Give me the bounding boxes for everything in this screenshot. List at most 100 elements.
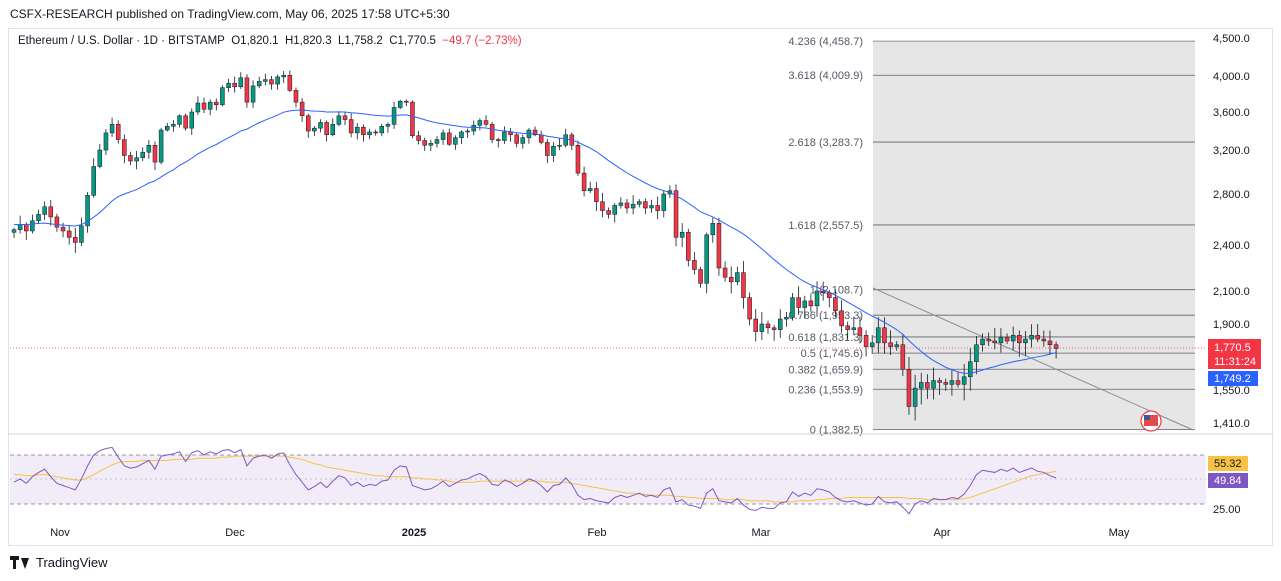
candle-body <box>348 119 354 134</box>
candle-body <box>735 272 740 283</box>
tradingview-logo-icon <box>10 556 30 569</box>
candle-body <box>1004 336 1010 342</box>
candle-body <box>1017 335 1022 344</box>
rsi-line <box>13 446 1057 515</box>
candle-body <box>980 338 985 345</box>
candle-body <box>545 142 550 156</box>
candle-body <box>410 101 415 136</box>
change-value: −49.7 (−2.73%) <box>442 35 522 47</box>
candle-body <box>845 325 850 330</box>
candle-body <box>1053 344 1059 349</box>
fib-level-label: 0.382 (1,659.9) <box>788 364 863 376</box>
candle-body <box>244 77 250 103</box>
candle-body <box>618 202 624 206</box>
time-tick-label: Mar <box>752 527 771 539</box>
candle-body <box>79 225 84 243</box>
candle-body <box>281 74 286 78</box>
candle-body <box>201 102 207 110</box>
candle-body <box>869 342 875 347</box>
candle-body <box>367 131 372 136</box>
rsi-badge <box>1208 473 1248 488</box>
candle-body <box>906 369 912 407</box>
candle-body <box>342 115 348 120</box>
candle-body <box>912 387 918 407</box>
last-price-badge <box>1208 339 1261 369</box>
candle-body <box>1035 335 1040 340</box>
price-tick-label: 4,500.0 <box>1213 33 1250 45</box>
candle-body <box>655 205 660 211</box>
candle-body <box>330 124 336 136</box>
fib-level-label: 4.236 (4,458.7) <box>788 36 863 48</box>
ma-price-badge <box>1208 371 1258 386</box>
candle-body <box>974 344 979 362</box>
brand-text: TradingView <box>36 555 108 570</box>
candle-body <box>434 139 440 144</box>
candle-body <box>992 340 998 344</box>
candle-body <box>643 201 648 209</box>
candle-body <box>722 267 728 278</box>
candle-body <box>900 344 906 370</box>
candle-body <box>109 124 115 134</box>
candle-body <box>275 76 280 85</box>
candle-body <box>60 226 66 232</box>
candle-body <box>207 101 213 110</box>
candle-body <box>336 115 342 125</box>
candle-body <box>428 143 434 146</box>
flag-marker[interactable] <box>1140 410 1162 432</box>
candle-body <box>312 127 317 132</box>
candle-body <box>502 131 507 141</box>
candle-body <box>165 126 170 131</box>
symbol-title[interactable]: Ethereum / U.S. Dollar · 1D · BITSTAMP <box>18 35 225 47</box>
candle-body <box>416 135 421 141</box>
candle-body <box>453 137 458 145</box>
price-tick-label: 1,900.0 <box>1213 319 1250 331</box>
candle-body <box>949 380 955 385</box>
trend-line[interactable] <box>872 287 1194 431</box>
candle-body <box>134 157 139 162</box>
candle-body <box>532 129 538 136</box>
candle-body <box>612 205 617 215</box>
candle-body <box>85 195 90 227</box>
candle-body <box>796 297 801 308</box>
candle-body <box>857 327 863 336</box>
countdown-text: 11:31:24 <box>1214 356 1256 368</box>
candle-body <box>422 140 427 146</box>
time-tick-label: 2025 <box>402 527 426 539</box>
candle-body <box>563 134 568 146</box>
candle-body <box>11 229 17 233</box>
candle-body <box>918 382 924 389</box>
candle-body <box>686 232 691 261</box>
candle-body <box>324 122 329 136</box>
low-value: L1,758.2 <box>338 35 383 47</box>
candle-body <box>305 115 311 132</box>
open-value: O1,820.1 <box>231 35 279 47</box>
candle-body <box>790 297 795 318</box>
candle-body <box>925 382 930 389</box>
candle-body <box>103 132 109 151</box>
candle-body <box>361 126 366 136</box>
candle-body <box>876 327 881 344</box>
candle-body <box>894 344 899 347</box>
candle-body <box>649 205 654 209</box>
candle-body <box>73 237 78 243</box>
candle-body <box>373 131 378 134</box>
candle-body <box>765 323 771 329</box>
candle-body <box>355 126 360 134</box>
time-tick-label: Dec <box>225 527 245 539</box>
candle-body <box>446 132 452 145</box>
candle-body <box>115 124 121 140</box>
candle-body <box>30 220 35 232</box>
candle-body <box>710 223 716 236</box>
fib-level-label: 2.618 (3,283.7) <box>788 137 863 149</box>
time-tick-label: May <box>1109 527 1130 539</box>
candle-body <box>263 79 268 82</box>
candle-body <box>759 323 765 332</box>
candle-body <box>483 120 489 125</box>
candle-body <box>465 130 470 133</box>
price-tick-label: 3,600.0 <box>1213 107 1250 119</box>
candle-body <box>404 100 409 103</box>
candle-body <box>802 300 808 308</box>
footer-brand[interactable]: TradingView <box>10 555 108 570</box>
publisher-header: CSFX-RESEARCH published on TradingView.c… <box>10 7 450 21</box>
